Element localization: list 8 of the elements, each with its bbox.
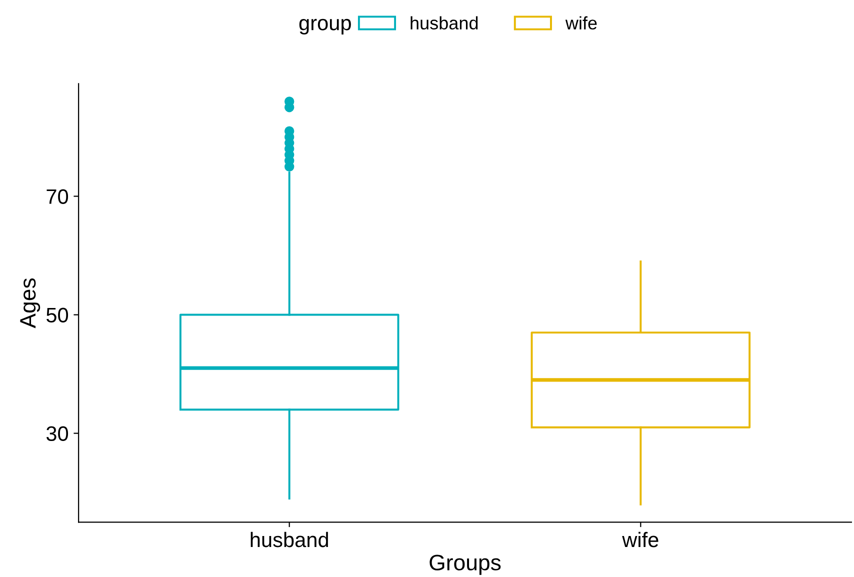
y-tick-label: 50	[46, 308, 68, 323]
y-tick-label: 70	[46, 189, 68, 204]
y-tick-label: 30	[46, 426, 68, 442]
x-axis-title: Groups	[430, 554, 501, 575]
legend-label: husband	[410, 16, 478, 30]
legend-title: group	[299, 18, 351, 34]
y-axis-title: Ages	[20, 278, 40, 328]
legend-label: wife	[565, 16, 597, 30]
